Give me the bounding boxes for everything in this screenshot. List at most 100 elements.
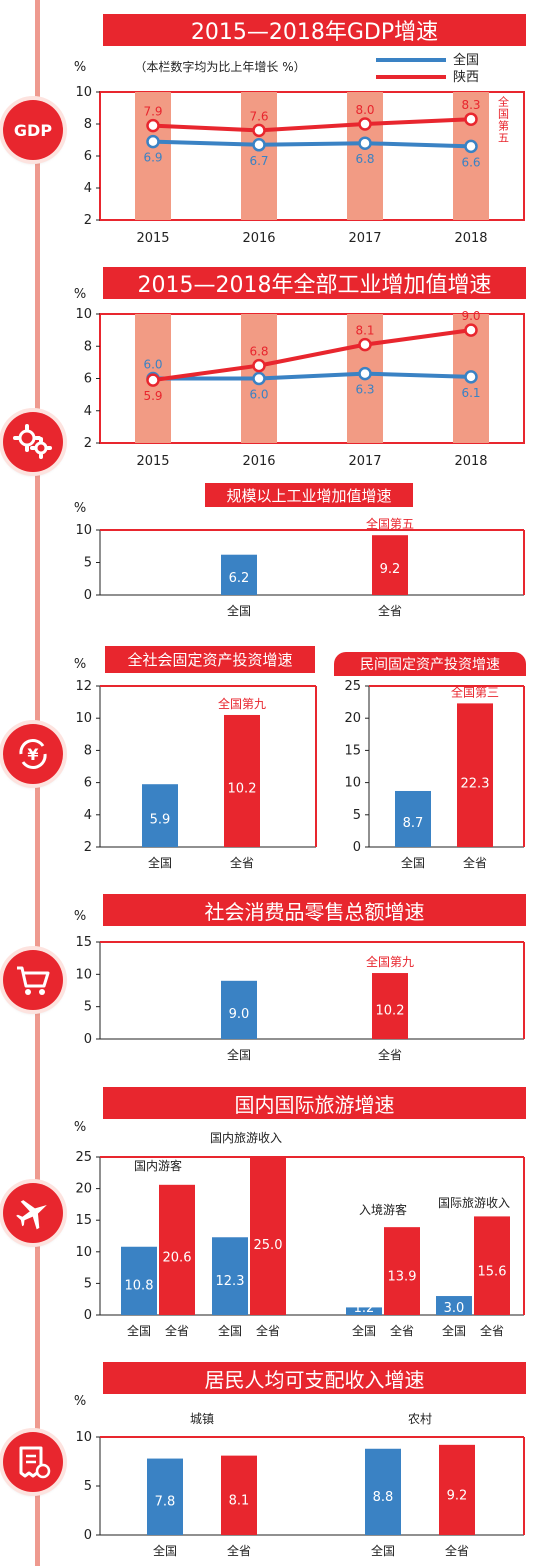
- above_scale-y-tick-label: 10: [75, 523, 92, 538]
- fixed_invest-bar: [142, 784, 178, 847]
- gdp-data-label: 6.7: [249, 154, 268, 168]
- income-unit-label: %: [74, 1394, 86, 1409]
- tourism-bar: [212, 1237, 248, 1315]
- gdp-data-label: 6.8: [355, 152, 374, 166]
- industry-data-point: [464, 323, 478, 337]
- above_scale-y-tick-label: 5: [84, 556, 92, 571]
- private_invest-annotation: 全国第三: [451, 684, 499, 699]
- income-group-label: 城镇: [190, 1412, 214, 1426]
- income-x-tick-label: 全省: [445, 1543, 469, 1558]
- industry-data-point: [252, 358, 266, 373]
- tourism-x-tick-label: 全国: [352, 1323, 376, 1338]
- income-bar: [147, 1458, 183, 1535]
- private_invest-bar: [395, 790, 431, 847]
- fixed_invest-unit-label: %: [74, 657, 86, 672]
- fixed_invest-y-tick-label: 4: [84, 808, 92, 823]
- gdp-unit-label: %: [74, 60, 86, 75]
- industry-y-tick-label: 2: [84, 436, 92, 451]
- income-bar: [221, 1455, 257, 1535]
- industry-y-tick-label: 6: [84, 372, 92, 387]
- retail-bar: [221, 980, 257, 1039]
- airplane-icon: [3, 1183, 63, 1243]
- retail-annotation: 全国第九: [366, 954, 414, 969]
- industry-data-label: 6.1: [461, 386, 480, 400]
- tourism-y-tick-label: 0: [84, 1308, 92, 1323]
- gdp-y-tick-label: 10: [75, 85, 92, 100]
- income-bar: [365, 1448, 401, 1535]
- gdp-data-label: 6.9: [143, 151, 162, 165]
- tourism-bar: [384, 1227, 420, 1315]
- retail-x-tick-label: 全国: [227, 1047, 251, 1062]
- gdp-data-point: [358, 117, 372, 131]
- tourism-bar: [121, 1246, 157, 1315]
- income-x-tick-label: 全国: [153, 1543, 177, 1558]
- retail-y-tick-label: 0: [84, 1032, 92, 1047]
- gdp-x-tick-label: 2015: [136, 231, 169, 246]
- fixed-investment-title: 全社会固定资产投资增速: [105, 646, 315, 673]
- private_invest-y-tick-label: 5: [353, 808, 361, 823]
- industry-data-point: [146, 373, 160, 387]
- gdp-data-label: 8.0: [355, 103, 374, 117]
- industry-data-label: 9.0: [461, 309, 480, 323]
- industry-data-point: [358, 337, 372, 352]
- industry-y-tick-label: 10: [75, 307, 92, 322]
- above_scale-bar: [372, 535, 408, 595]
- fixed_invest-y-tick-label: 2: [84, 840, 92, 855]
- income-x-tick-label: 全省: [227, 1543, 251, 1558]
- gdp-year-column: [241, 92, 277, 220]
- tourism-title: 国内国际旅游增速: [103, 1087, 526, 1119]
- industry-unit-label: %: [74, 287, 86, 302]
- industry-data-label: 6.0: [143, 358, 162, 372]
- tourism-bar-value: 20.6: [163, 1250, 192, 1265]
- fixed_invest-y-tick-label: 6: [84, 776, 92, 791]
- industry-series-line: [152, 328, 472, 383]
- retail-bar-value: 10.2: [376, 1003, 405, 1018]
- gdp-data-point: [464, 139, 478, 154]
- receipt-icon: [3, 1432, 63, 1492]
- tourism-bar-value: 3.0: [444, 1301, 465, 1316]
- above-scale-industry-title: 规模以上工业增加值增速: [205, 483, 413, 507]
- income-y-tick-label: 10: [75, 1430, 92, 1445]
- fixed_invest-bar-value: 10.2: [228, 782, 257, 797]
- fixed_invest-y-tick-label: 10: [75, 711, 92, 726]
- tourism-bar-value: 25.0: [254, 1238, 283, 1253]
- shopping-cart-icon: [3, 950, 63, 1010]
- income-y-tick-label: 0: [84, 1528, 92, 1543]
- tourism-unit-label: %: [74, 1120, 86, 1135]
- fixed_invest-x-tick-label: 全国: [148, 855, 172, 870]
- gdp-data-point: [146, 118, 160, 133]
- industry-data-point: [358, 366, 372, 381]
- income-bar-value: 8.8: [373, 1490, 394, 1505]
- tourism-bar: [474, 1216, 510, 1315]
- tourism-x-tick-label: 全省: [480, 1323, 504, 1338]
- income-bar-value: 9.2: [447, 1488, 468, 1503]
- gdp-x-tick-label: 2016: [242, 231, 275, 246]
- gdp-note: （本栏数字均为比上年增长 %）: [134, 59, 305, 74]
- tourism-bar: [250, 1157, 286, 1315]
- fixed_invest-annotation: 全国第九: [218, 696, 266, 711]
- gdp-x-tick-label: 2018: [454, 231, 487, 246]
- legend-label-national: 全国: [453, 52, 479, 68]
- fixed_invest-bar-value: 5.9: [150, 813, 171, 828]
- industry-chart-title: 2015—2018年全部工业增加值增速: [103, 267, 526, 299]
- gdp-rank-annotation: 全国第五: [497, 95, 510, 144]
- legend-label-province: 陕西: [453, 70, 479, 85]
- gdp-data-label: 8.3: [461, 98, 480, 112]
- tourism-group-label: 国内游客: [134, 1158, 182, 1173]
- industry-data-point: [464, 370, 478, 384]
- industry-data-label: 6.3: [355, 383, 374, 397]
- above_scale-y-tick-label: 0: [84, 588, 92, 603]
- private_invest-x-tick-label: 全省: [463, 855, 487, 870]
- private_invest-y-tick-label: 20: [344, 711, 361, 726]
- gdp-y-tick-label: 4: [84, 181, 92, 196]
- retail-y-tick-label: 10: [75, 967, 92, 982]
- gdp-data-point: [252, 138, 266, 152]
- retail-unit-label: %: [74, 909, 86, 924]
- private_invest-y-tick-label: 25: [344, 679, 361, 694]
- tourism-y-tick-label: 25: [75, 1150, 92, 1165]
- above_scale-bar-value: 6.2: [229, 571, 250, 586]
- retail-y-tick-label: 5: [84, 1000, 92, 1015]
- gdp-series-line: [152, 117, 472, 133]
- tourism-x-tick-label: 全省: [390, 1323, 414, 1338]
